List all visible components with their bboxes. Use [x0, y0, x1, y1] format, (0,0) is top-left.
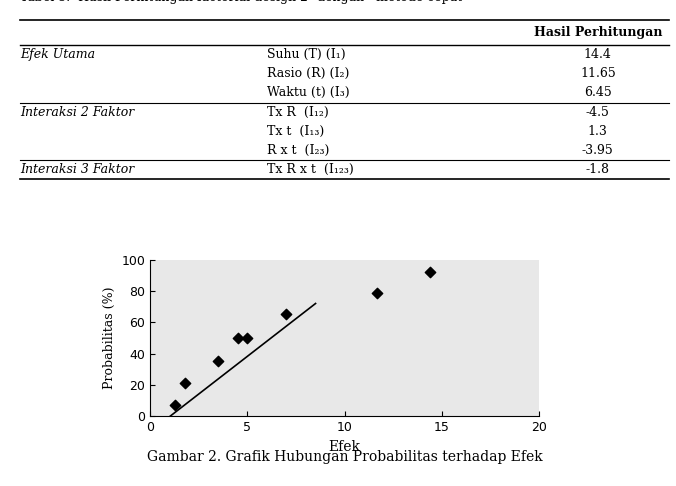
- Text: Tx R  (I₁₂): Tx R (I₁₂): [267, 105, 329, 119]
- Point: [242, 334, 253, 342]
- Text: Tx t  (I₁₃): Tx t (I₁₃): [267, 125, 324, 138]
- Text: 1.3: 1.3: [588, 125, 608, 138]
- Text: -4.5: -4.5: [586, 105, 610, 119]
- Text: Interaksi 3 Faktor: Interaksi 3 Faktor: [20, 163, 135, 176]
- Point: [372, 289, 383, 296]
- Text: -3.95: -3.95: [582, 144, 614, 157]
- Text: Tx R x t  (I₁₂₃): Tx R x t (I₁₂₃): [267, 163, 354, 176]
- Point: [233, 334, 243, 342]
- Point: [213, 358, 224, 365]
- Point: [425, 268, 436, 276]
- Text: Hasil Perhitungan: Hasil Perhitungan: [533, 26, 662, 39]
- Text: 6.45: 6.45: [584, 87, 612, 100]
- Text: 11.65: 11.65: [580, 67, 616, 80]
- Text: Suhu (T) (I₁): Suhu (T) (I₁): [267, 48, 345, 61]
- Text: Efek Utama: Efek Utama: [20, 48, 95, 61]
- Text: Waktu (t) (I₃): Waktu (t) (I₃): [267, 87, 349, 100]
- Y-axis label: Probabilitas (%): Probabilitas (%): [103, 287, 116, 389]
- Point: [170, 401, 180, 409]
- Point: [180, 380, 191, 387]
- Text: R x t  (I₂₃): R x t (I₂₃): [267, 144, 329, 157]
- Text: Rasio (R) (I₂): Rasio (R) (I₂): [267, 67, 349, 80]
- X-axis label: Efek: Efek: [329, 439, 361, 453]
- Point: [281, 311, 292, 318]
- Text: Tabel 5.  Hasil Perhitungan factorial design 2³ dengan   metode cepat: Tabel 5. Hasil Perhitungan factorial des…: [20, 0, 462, 4]
- Text: Interaksi 2 Faktor: Interaksi 2 Faktor: [20, 105, 135, 119]
- Text: 14.4: 14.4: [584, 48, 612, 61]
- Text: Gambar 2. Grafik Hubungan Probabilitas terhadap Efek: Gambar 2. Grafik Hubungan Probabilitas t…: [147, 450, 543, 464]
- Text: -1.8: -1.8: [586, 163, 610, 176]
